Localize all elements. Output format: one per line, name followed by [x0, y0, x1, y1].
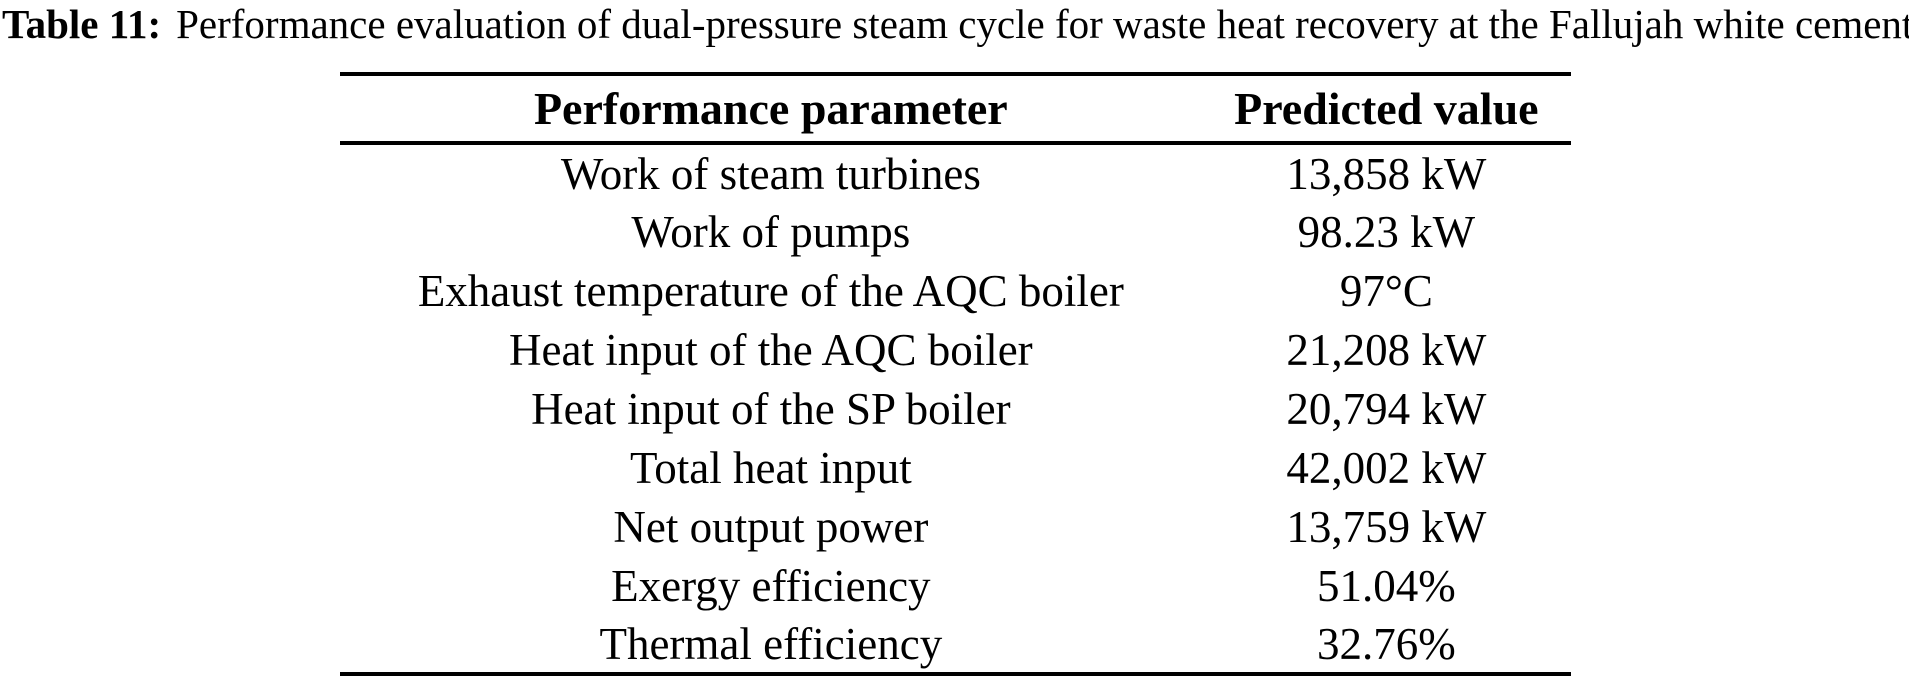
- value-cell: 42,002 kW: [1286, 442, 1487, 493]
- table-row: Total heat input 42,002 kW: [340, 438, 1571, 497]
- table-caption-text: Performance evaluation of dual-pressure …: [176, 1, 1909, 47]
- column-header-parameter: Performance parameter: [340, 74, 1202, 145]
- value-cell: 98.23 kW: [1297, 206, 1476, 257]
- value-cell: 20,794 kW: [1286, 383, 1487, 434]
- parameter-cell: Exergy efficiency: [611, 560, 931, 611]
- parameter-cell: Work of steam turbines: [560, 148, 981, 199]
- table-row: Heat input of the AQC boiler 21,208 kW: [340, 320, 1571, 379]
- table-row: Exergy efficiency 51.04%: [340, 556, 1571, 615]
- table-row: Exhaust temperature of the AQC boiler 97°…: [340, 261, 1571, 320]
- header-row: Performance parameter Predicted value: [340, 74, 1571, 145]
- column-header-value: Predicted value: [1201, 74, 1571, 145]
- table-row: Work of pumps 98.23 kW: [340, 202, 1571, 261]
- value-cell: 13,759 kW: [1286, 501, 1487, 552]
- parameter-cell: Net output power: [613, 501, 929, 552]
- parameter-cell: Work of pumps: [631, 206, 911, 257]
- table-container: Performance parameter Predicted value Wo…: [340, 72, 1571, 676]
- table-row: Thermal efficiency 32.76%: [340, 615, 1571, 674]
- table-caption-number: Table 11:: [2, 1, 162, 47]
- table-caption: Table 11: Performance evaluation of dual-…: [2, 0, 1909, 48]
- parameter-cell: Total heat input: [629, 442, 912, 493]
- value-cell: 97°C: [1339, 265, 1433, 316]
- performance-table: Performance parameter Predicted value Wo…: [340, 72, 1571, 676]
- table-row: Work of steam turbines 13,858 kW: [340, 143, 1571, 202]
- value-cell: 32.76%: [1316, 618, 1456, 669]
- value-cell: 21,208 kW: [1286, 324, 1487, 375]
- parameter-cell: Thermal efficiency: [599, 618, 943, 669]
- value-cell: 51.04%: [1316, 560, 1456, 611]
- table-body: Work of steam turbines 13,858 kW Work of p…: [340, 143, 1571, 674]
- parameter-cell: Heat input of the AQC boiler: [509, 324, 1033, 375]
- table-row: Net output power 13,759 kW: [340, 497, 1571, 556]
- parameter-cell: Heat input of the SP boiler: [531, 383, 1011, 434]
- value-cell: 13,858 kW: [1286, 148, 1487, 199]
- parameter-cell: Exhaust temperature of the AQC boiler: [417, 265, 1124, 316]
- table-row: Heat input of the SP boiler 20,794 kW: [340, 379, 1571, 438]
